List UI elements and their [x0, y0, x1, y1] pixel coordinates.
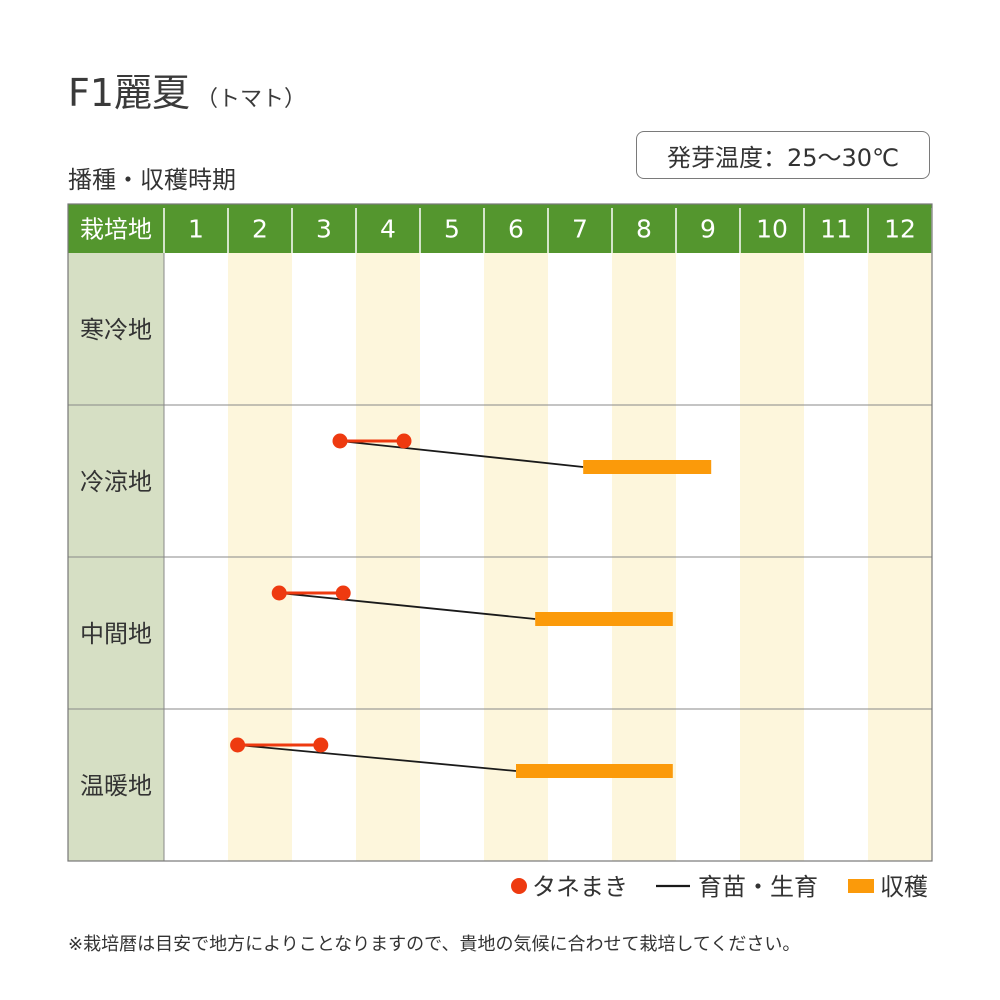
harvest-bar: [583, 460, 712, 474]
sowing-start-dot: [271, 585, 287, 601]
page-title: F1麗夏 （トマト）: [68, 62, 306, 117]
month-tick-label: 4: [380, 215, 396, 244]
month-tick-label: 9: [700, 215, 716, 244]
germination-temp-badge: 発芽温度：25〜30℃: [636, 131, 930, 179]
sowing-start-dot: [332, 433, 348, 449]
legend-harvest-marker: [848, 879, 874, 893]
month-tick-label: 5: [444, 215, 460, 244]
month-tick-label: 6: [508, 215, 524, 244]
month-tick-label: 11: [820, 215, 852, 244]
sowing-end-dot: [335, 585, 351, 601]
title-sub: （トマト）: [196, 87, 307, 112]
chart-subtitle: 播種・収穫時期: [68, 166, 236, 194]
month-tick-label: 8: [636, 215, 652, 244]
title-main: F1麗夏: [68, 71, 191, 115]
month-tick-label: 2: [252, 215, 268, 244]
growing-line: [279, 592, 536, 620]
region-label: 温暖地: [80, 772, 152, 800]
month-tick-label: 3: [316, 215, 332, 244]
legend-growing-label: 育苗・生育: [698, 873, 818, 901]
region-label: 寒冷地: [80, 316, 152, 344]
growing-line: [237, 744, 517, 772]
footnote: ※栽培暦は目安で地方によりことなりますので、貴地の気候に合わせて栽培してください…: [68, 934, 801, 955]
growing-line: [339, 440, 584, 468]
month-tick-label: 7: [572, 215, 588, 244]
region-label: 中間地: [80, 620, 152, 648]
sowing-end-dot: [396, 433, 412, 449]
header-label: 栽培地: [80, 216, 152, 244]
chart-border: [67, 203, 933, 862]
legend-sowing-marker: [511, 878, 527, 894]
legend-sowing-label: タネまき: [532, 873, 628, 901]
harvest-bar: [535, 612, 673, 626]
month-tick-label: 1: [188, 215, 204, 244]
legend-harvest-label: 収穫: [880, 873, 928, 901]
harvest-bar: [516, 764, 673, 778]
region-label: 冷涼地: [80, 468, 152, 496]
sowing-end-dot: [313, 737, 329, 753]
month-header-bar: [68, 204, 932, 253]
sowing-start-dot: [230, 737, 246, 753]
month-tick-label: 10: [756, 215, 788, 244]
month-tick-label: 12: [884, 215, 916, 244]
